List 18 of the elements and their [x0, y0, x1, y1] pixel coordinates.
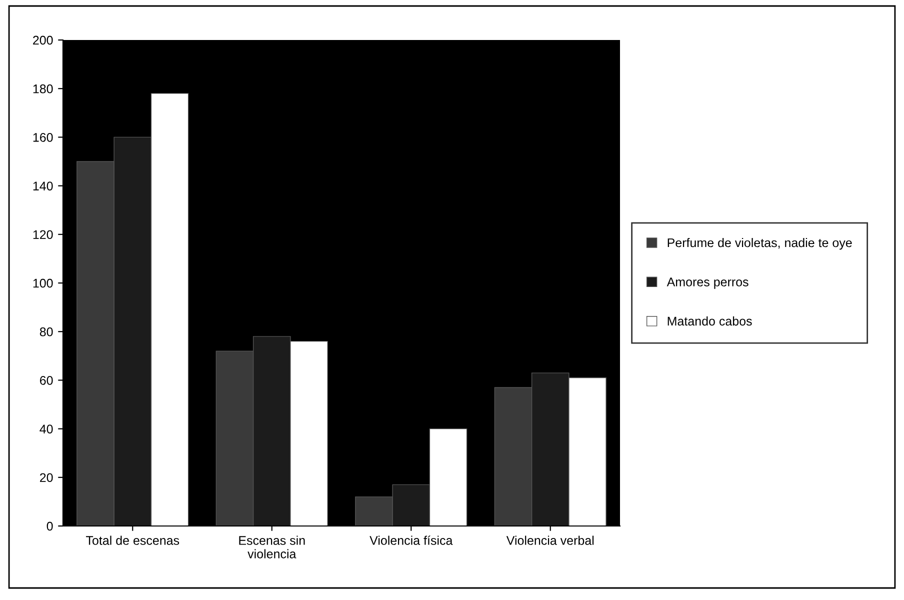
y-tick-label: 0 — [46, 522, 53, 531]
legend-label: Perfume de violetas, nadie te oye — [668, 238, 852, 250]
y-tick-label: 100 — [33, 278, 53, 288]
x-tick-label: Total de escenas — [86, 536, 180, 545]
y-tick-label: 180 — [33, 84, 53, 94]
x-tick-label: Violencia verbal — [506, 536, 594, 545]
y-tick-label: 140 — [33, 182, 53, 190]
y-tick-label: 200 — [33, 36, 53, 45]
legend-label: Amores perros — [666, 278, 748, 289]
legend-label: Matando cabos — [668, 316, 752, 326]
y-tick-label: 80 — [40, 327, 53, 336]
y-tick-label: 20 — [40, 473, 53, 482]
y-tick-label: 120 — [33, 230, 53, 240]
x-tick-label: Violencia física — [370, 536, 453, 545]
y-tick-label: 40 — [40, 424, 53, 434]
x-tick-label: Escenas sin violencia — [239, 536, 305, 558]
y-tick-label: 160 — [33, 133, 53, 142]
y-tick-label: 60 — [40, 376, 53, 385]
